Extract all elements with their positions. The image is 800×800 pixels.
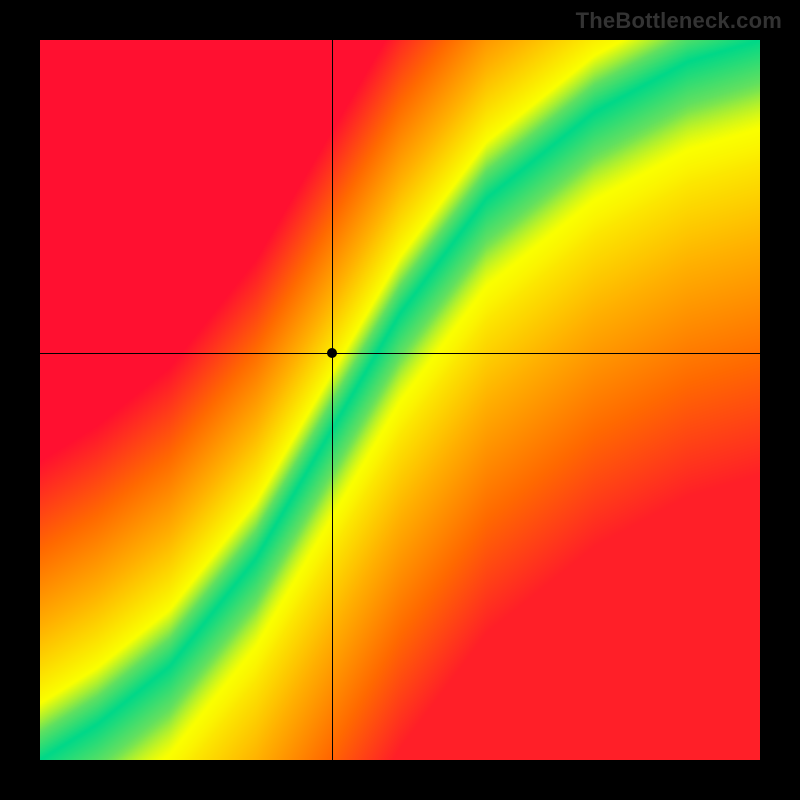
plot-area: [40, 40, 760, 760]
watermark-text: TheBottleneck.com: [576, 8, 782, 34]
heatmap-canvas: [40, 40, 760, 760]
chart-outer-frame: TheBottleneck.com: [0, 0, 800, 800]
